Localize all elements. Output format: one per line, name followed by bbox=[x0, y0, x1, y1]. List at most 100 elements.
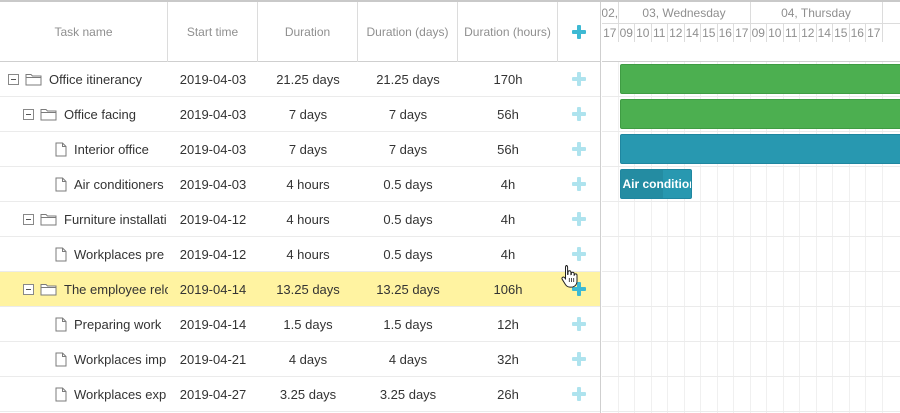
start-time-cell[interactable]: 2019-04-12 bbox=[179, 246, 247, 262]
duration-days-cell[interactable]: 0.5 days bbox=[383, 246, 433, 262]
duration-cell[interactable]: 7 days bbox=[288, 141, 328, 157]
file-icon bbox=[55, 247, 67, 262]
task-bar[interactable]: Air conditioners bbox=[619, 169, 692, 199]
timeline-hour-label: 14 bbox=[817, 24, 833, 42]
duration-hours-cell[interactable]: 170h bbox=[493, 71, 523, 87]
duration-cell[interactable]: 4 hours bbox=[286, 211, 330, 227]
task-name-cell[interactable]: Office itinerancy bbox=[0, 62, 168, 96]
table-row[interactable]: Office itinerancy 2019-04-03 21.25 days 21.… bbox=[0, 62, 600, 97]
task-name: The employee relo bbox=[64, 281, 168, 297]
task-name-cell[interactable]: Furniture installati bbox=[0, 202, 168, 236]
task-name-cell[interactable]: Air conditioners bbox=[0, 167, 168, 201]
task-bar[interactable] bbox=[619, 64, 900, 94]
table-row[interactable]: Interior office 2019-04-03 7 days 7 days 56h bbox=[0, 132, 600, 167]
duration-hours-cell[interactable]: 4h bbox=[500, 176, 516, 192]
duration-cell[interactable]: 13.25 days bbox=[276, 281, 340, 297]
duration-cell[interactable]: 1.5 days bbox=[283, 316, 333, 332]
add-subtask-button[interactable] bbox=[558, 202, 600, 236]
add-task-header-button[interactable] bbox=[558, 2, 600, 62]
task-rows: Office itinerancy 2019-04-03 21.25 days 21.… bbox=[0, 62, 600, 412]
add-subtask-button[interactable] bbox=[558, 272, 600, 306]
task-name-cell[interactable]: Workplaces exp bbox=[0, 377, 168, 411]
task-name-cell[interactable]: The employee relo bbox=[0, 272, 168, 306]
table-row[interactable]: Workplaces pre 2019-04-12 4 hours 0.5 days 4… bbox=[0, 237, 600, 272]
duration-cell[interactable]: 4 hours bbox=[286, 246, 330, 262]
duration-days-cell[interactable]: 21.25 days bbox=[376, 71, 440, 87]
add-subtask-button[interactable] bbox=[558, 377, 600, 411]
collapse-toggle-icon[interactable] bbox=[23, 213, 34, 225]
timeline-row-line bbox=[602, 271, 900, 272]
table-row[interactable]: Preparing work 2019-04-14 1.5 days 1.5 days… bbox=[0, 307, 600, 342]
duration-cell[interactable]: 21.25 days bbox=[276, 71, 340, 87]
column-header-task-name[interactable]: Task name bbox=[0, 2, 168, 62]
column-header-duration-days[interactable]: Duration (days) bbox=[358, 2, 458, 62]
duration-days-cell[interactable]: 1.5 days bbox=[383, 316, 433, 332]
add-subtask-button[interactable] bbox=[558, 342, 600, 376]
task-name-cell[interactable]: Interior office bbox=[0, 132, 168, 166]
table-row[interactable]: Air conditioners 2019-04-03 4 hours 0.5 day… bbox=[0, 167, 600, 202]
add-subtask-button[interactable] bbox=[558, 167, 600, 201]
duration-hours-cell[interactable]: 12h bbox=[497, 316, 519, 332]
table-row[interactable]: Furniture installati 2019-04-12 4 hours 0.5… bbox=[0, 202, 600, 237]
task-bar[interactable] bbox=[619, 134, 900, 164]
duration-cell[interactable]: 4 days bbox=[288, 351, 328, 367]
duration-hours-cell[interactable]: 56h bbox=[497, 106, 519, 122]
column-header-start-time[interactable]: Start time bbox=[168, 2, 258, 62]
start-time-cell[interactable]: 2019-04-03 bbox=[179, 141, 247, 157]
plus-icon bbox=[572, 247, 586, 261]
task-name-cell[interactable]: Preparing work bbox=[0, 307, 168, 341]
add-subtask-button[interactable] bbox=[558, 97, 600, 131]
task-progress bbox=[620, 170, 663, 198]
column-header-duration-hours[interactable]: Duration (hours) bbox=[458, 2, 558, 62]
task-name: Office itinerancy bbox=[49, 71, 142, 87]
add-subtask-button[interactable] bbox=[558, 307, 600, 341]
duration-cell[interactable]: 3.25 days bbox=[279, 386, 337, 402]
duration-hours-cell[interactable]: 32h bbox=[497, 351, 519, 367]
task-name: Preparing work bbox=[74, 316, 162, 332]
task-name-cell[interactable]: Workplaces imp bbox=[0, 342, 168, 376]
table-row[interactable]: Workplaces imp 2019-04-21 4 days 4 days 32h bbox=[0, 342, 600, 377]
add-subtask-button[interactable] bbox=[558, 132, 600, 166]
start-time-cell[interactable]: 2019-04-03 bbox=[179, 106, 247, 122]
collapse-toggle-icon[interactable] bbox=[8, 73, 19, 85]
start-time-cell[interactable]: 2019-04-21 bbox=[179, 351, 247, 367]
start-time-cell[interactable]: 2019-04-27 bbox=[179, 386, 247, 402]
add-subtask-button[interactable] bbox=[558, 62, 600, 96]
duration-cell[interactable]: 4 hours bbox=[286, 176, 330, 192]
start-time-cell[interactable]: 2019-04-14 bbox=[179, 281, 247, 297]
start-time-cell[interactable]: 2019-04-03 bbox=[179, 71, 247, 87]
duration-hours-cell[interactable]: 4h bbox=[500, 246, 516, 262]
collapse-toggle-icon[interactable] bbox=[23, 108, 34, 120]
table-row[interactable]: The employee relo 2019-04-14 13.25 days 13.… bbox=[0, 272, 600, 307]
duration-hours-cell[interactable]: 26h bbox=[497, 386, 519, 402]
task-grid: Task name Start time Duration Duration (… bbox=[0, 2, 601, 413]
duration-hours-cell[interactable]: 56h bbox=[497, 141, 519, 157]
task-name-cell[interactable]: Workplaces pre bbox=[0, 237, 168, 271]
duration-days-cell[interactable]: 7 days bbox=[388, 106, 428, 122]
duration-days-cell[interactable]: 4 days bbox=[388, 351, 428, 367]
duration-cell[interactable]: 7 days bbox=[288, 106, 328, 122]
folder-icon bbox=[40, 107, 57, 121]
table-row[interactable]: Workplaces exp 2019-04-27 3.25 days 3.25 da… bbox=[0, 377, 600, 412]
column-header-duration[interactable]: Duration bbox=[258, 2, 358, 62]
duration-hours-cell[interactable]: 106h bbox=[493, 281, 523, 297]
task-bar[interactable] bbox=[619, 99, 900, 129]
timeline-row-line bbox=[602, 376, 900, 377]
duration-hours-cell[interactable]: 4h bbox=[500, 211, 516, 227]
task-name-cell[interactable]: Office facing bbox=[0, 97, 168, 131]
table-row[interactable]: Office facing 2019-04-03 7 days 7 days 56h bbox=[0, 97, 600, 132]
start-time-cell[interactable]: 2019-04-14 bbox=[179, 316, 247, 332]
timeline-gridline bbox=[749, 62, 751, 413]
duration-days-cell[interactable]: 7 days bbox=[388, 141, 428, 157]
duration-days-cell[interactable]: 0.5 days bbox=[383, 211, 433, 227]
duration-days-cell[interactable]: 3.25 days bbox=[379, 386, 437, 402]
timeline-row-line bbox=[602, 166, 900, 167]
start-time-cell[interactable]: 2019-04-03 bbox=[179, 176, 247, 192]
duration-days-cell[interactable]: 0.5 days bbox=[383, 176, 433, 192]
timeline-hour-label: 17 bbox=[866, 24, 883, 42]
timeline-hour-label: 17 bbox=[602, 24, 619, 42]
duration-days-cell[interactable]: 13.25 days bbox=[376, 281, 440, 297]
add-subtask-button[interactable] bbox=[558, 237, 600, 271]
collapse-toggle-icon[interactable] bbox=[23, 283, 34, 295]
start-time-cell[interactable]: 2019-04-12 bbox=[179, 211, 247, 227]
